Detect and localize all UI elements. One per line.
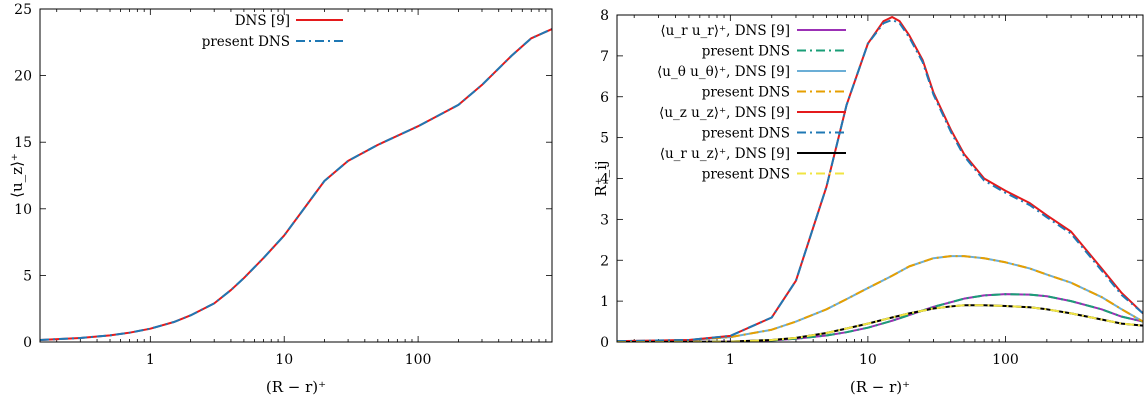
legend-label: present DNS bbox=[702, 85, 790, 101]
series-group bbox=[40, 28, 552, 341]
x-axis-label: (R − r)⁺ bbox=[850, 378, 910, 396]
y-tick-label: 5 bbox=[600, 131, 609, 147]
plot-frame bbox=[39, 8, 553, 343]
legend-label: present DNS bbox=[702, 126, 790, 142]
reynolds-stress-panel: 0 1 2 3 4 5 6 7 8 1 10 100 (R − r)⁺ R⁺_ij ⟨u_r u_r⟩⁺, … bbox=[592, 8, 1144, 396]
y-axis-label: ⟨u_z⟩⁺ bbox=[8, 153, 26, 198]
x-tick-label: 10 bbox=[859, 352, 877, 368]
legend-label: DNS [9] bbox=[235, 13, 290, 29]
series-line bbox=[617, 18, 1143, 342]
x-tick-label: 10 bbox=[275, 352, 293, 368]
y-tick-label: 2 bbox=[600, 253, 609, 269]
y-tick-label: 1 bbox=[600, 294, 609, 310]
plot-frame bbox=[616, 14, 1144, 343]
y-tick-label: 3 bbox=[600, 212, 609, 228]
x-axis-label: (R − r)⁺ bbox=[266, 378, 326, 396]
y-tick-label: 15 bbox=[14, 135, 32, 151]
x-tick-label: 100 bbox=[992, 352, 1019, 368]
legend-label: present DNS bbox=[702, 44, 790, 60]
legend-label: ⟨u_r u_z⟩⁺, DNS [9] bbox=[660, 146, 790, 162]
series-line bbox=[617, 293, 1143, 342]
series-line bbox=[40, 28, 552, 341]
y-tick-label: 0 bbox=[600, 335, 609, 351]
y-tick-label: 7 bbox=[600, 49, 609, 65]
x-tick-label: 1 bbox=[146, 352, 155, 368]
legend-label: ⟨u_z u_z⟩⁺, DNS [9] bbox=[659, 105, 790, 121]
legend-label: present DNS bbox=[202, 34, 290, 50]
y-tick-label: 5 bbox=[23, 268, 32, 284]
y-tick-label: 20 bbox=[14, 69, 32, 85]
y-tick-label: 10 bbox=[14, 202, 32, 218]
mean-velocity-panel: 0 5 10 15 20 25 1 10 100 (R − r)⁺ ⟨u_z⟩⁺ DNS [9] pre… bbox=[8, 2, 553, 396]
y-tick-label: 6 bbox=[600, 90, 609, 106]
x-tick-label: 1 bbox=[726, 352, 735, 368]
legend: ⟨u_r u_r⟩⁺, DNS [9] present DNS ⟨u_θ u_θ⟩⁺… bbox=[657, 23, 846, 183]
y-tick-label: 4 bbox=[600, 172, 609, 188]
series-line bbox=[617, 255, 1143, 342]
y-tick-label: 25 bbox=[14, 2, 32, 18]
series-line bbox=[40, 28, 552, 341]
legend-label: present DNS bbox=[702, 167, 790, 183]
series-line bbox=[617, 304, 1143, 342]
series-group bbox=[617, 16, 1143, 342]
legend: DNS [9] present DNS bbox=[202, 13, 343, 50]
legend-label: ⟨u_r u_r⟩⁺, DNS [9] bbox=[660, 23, 790, 39]
legend-label: ⟨u_θ u_θ⟩⁺, DNS [9] bbox=[657, 64, 790, 80]
x-tick-label: 100 bbox=[405, 352, 432, 368]
y-axis-label: R⁺_ij bbox=[592, 160, 610, 196]
y-tick-label: 0 bbox=[23, 335, 32, 351]
series-line bbox=[617, 293, 1143, 342]
y-tick-label: 8 bbox=[600, 8, 609, 24]
